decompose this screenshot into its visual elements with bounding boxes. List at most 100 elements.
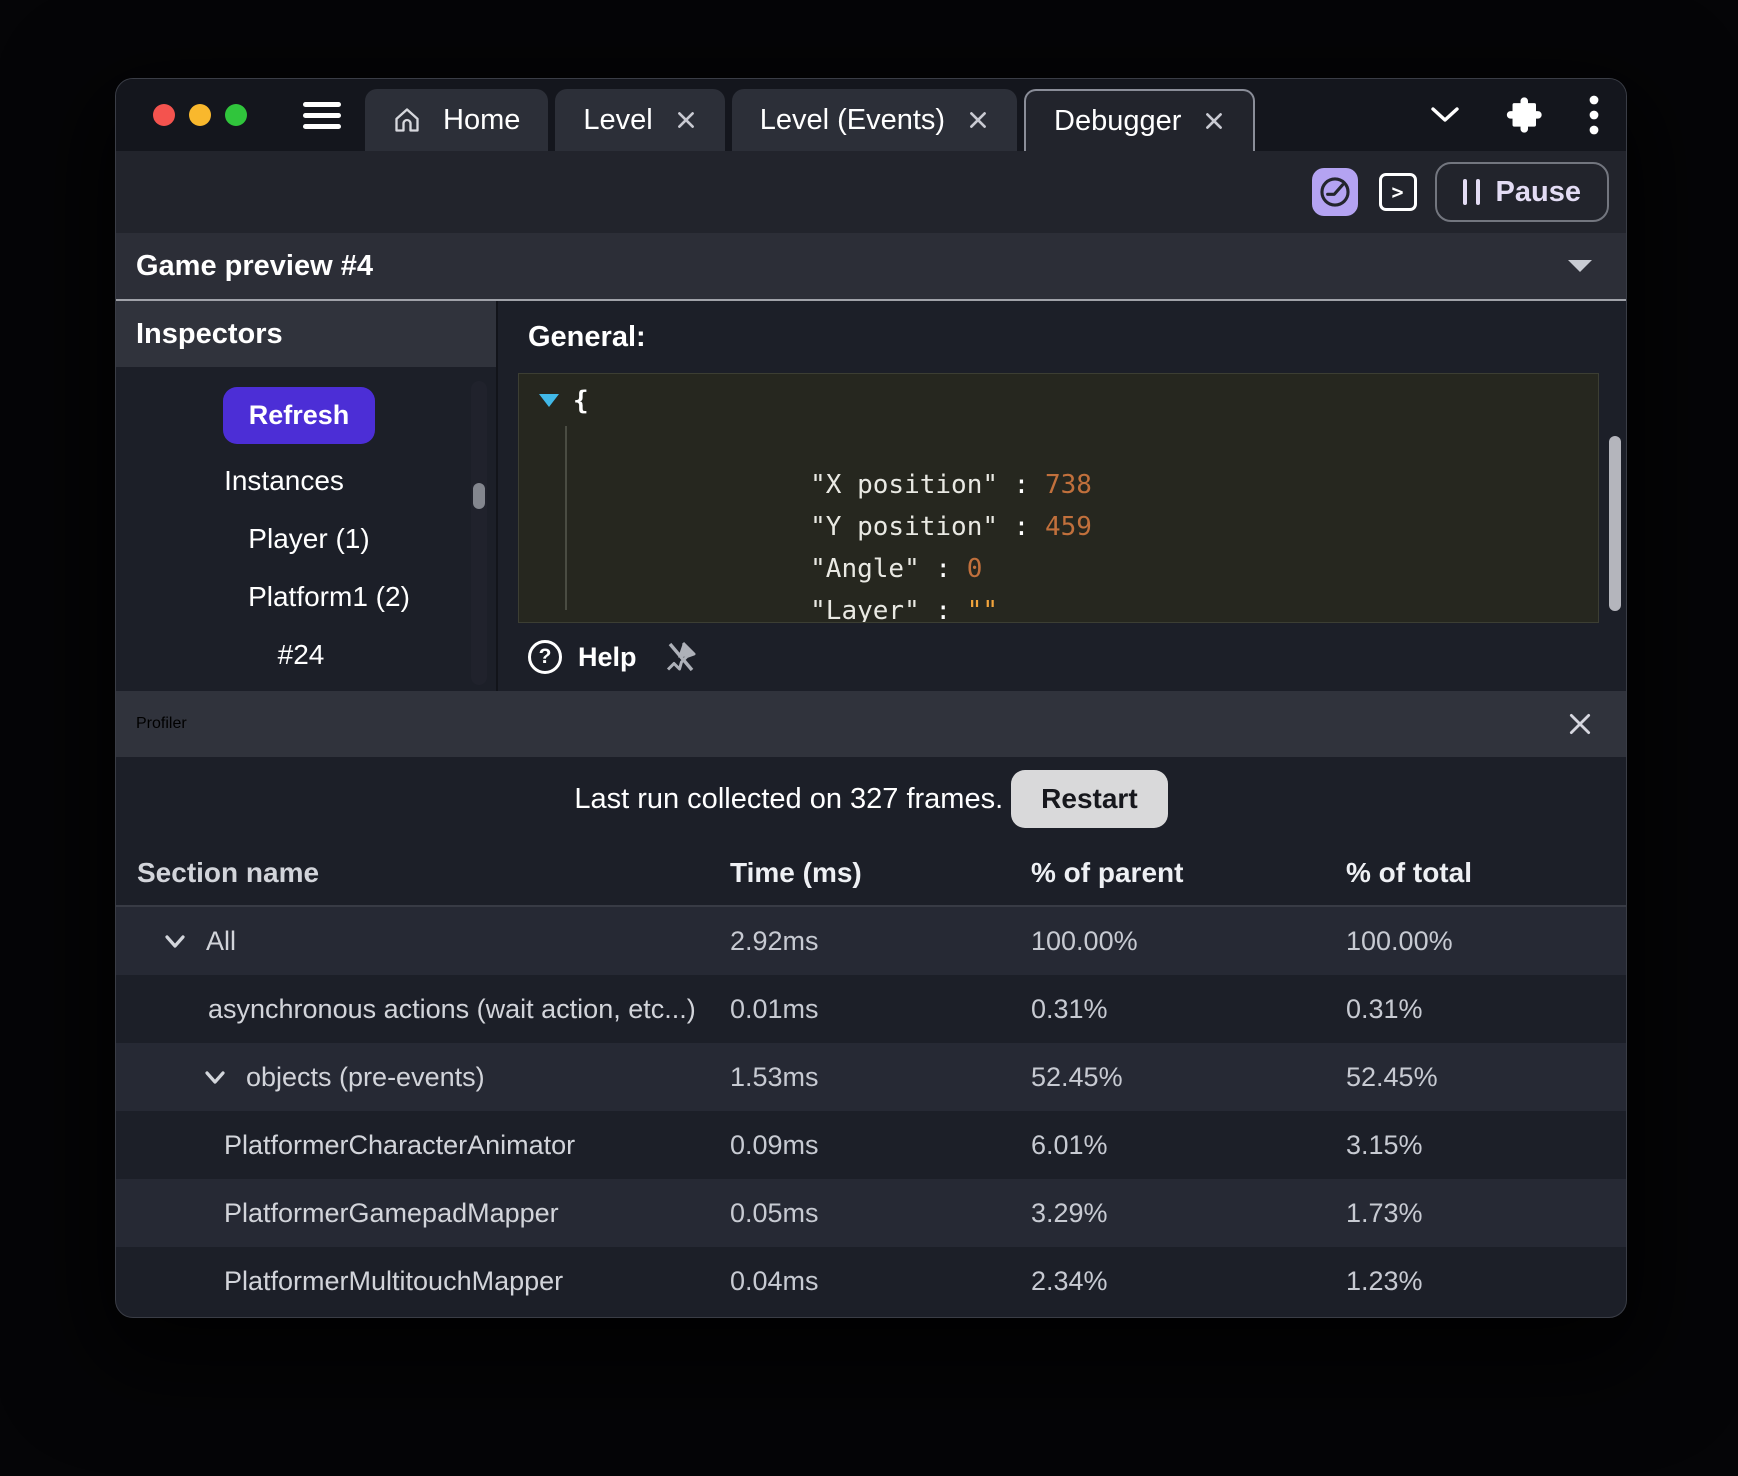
tab[interactable]: Level — [555, 89, 725, 151]
tree-item-label: Player (1) — [248, 523, 370, 554]
general-footer: ? Help — [498, 623, 1626, 691]
json-value: "" — [966, 596, 999, 623]
general-section-title: General: — [528, 320, 646, 353]
help-button[interactable]: ? Help — [528, 640, 637, 674]
section-percent-total: 52.45% — [1346, 1061, 1438, 1092]
inspectors-scrollbar-track[interactable] — [471, 381, 487, 685]
general-scrollbar-thumb[interactable] — [1609, 436, 1621, 611]
json-property-line[interactable]: "Y position" : 459 — [539, 464, 1598, 542]
home-icon — [393, 106, 421, 134]
help-label: Help — [578, 641, 637, 672]
json-property-line[interactable]: "Angle" : 0 — [539, 506, 1598, 584]
tree-item[interactable]: Player (1) — [248, 510, 369, 568]
section-time: 2.92ms — [730, 925, 819, 956]
section-time: 1.53ms — [730, 1061, 819, 1092]
json-key: "Angle" — [810, 554, 920, 584]
debugger-toolbar: > Pause — [116, 151, 1626, 233]
json-entries: "X position" : 738 "Y position" : 459 "A… — [539, 422, 1598, 622]
tree-item[interactable]: Platform1 (2) — [248, 568, 410, 626]
restart-button[interactable]: Restart — [1011, 770, 1168, 828]
json-colon: : — [998, 470, 1045, 500]
general-panel: General: { "X position" : 738 — [498, 301, 1626, 691]
chevron-down-icon[interactable] — [1430, 106, 1460, 124]
section-percent-parent: 6.01% — [1031, 1129, 1108, 1160]
section-percent-parent: 3.29% — [1031, 1197, 1108, 1228]
collapse-triangle-icon[interactable] — [539, 394, 559, 408]
refresh-button[interactable]: Refresh — [222, 387, 376, 444]
profiler-status-row: Last run collected on 327 frames. Restar… — [116, 757, 1626, 841]
section-name: PlatformerMultitouchMapper — [224, 1265, 564, 1296]
column-header-time: Time (ms) — [730, 857, 862, 888]
tab-close-icon[interactable] — [967, 109, 989, 131]
console-button[interactable]: > — [1378, 173, 1417, 211]
section-name: PlatformerGamepadMapper — [224, 1197, 559, 1228]
inspectors-tree: Refresh Instances Player (1) Platform1 (… — [116, 367, 496, 684]
maximize-window-button[interactable] — [225, 104, 247, 126]
table-row[interactable]: PlatformerGamepadMapper 0.05ms 3.29% 1.7… — [116, 1179, 1626, 1247]
kebab-menu-icon[interactable] — [1588, 93, 1600, 137]
tab[interactable]: Debugger — [1024, 89, 1256, 151]
section-time: 0.01ms — [730, 993, 819, 1024]
pause-button[interactable]: Pause — [1434, 162, 1609, 222]
section-percent-parent: 0.31% — [1031, 993, 1108, 1024]
section-time: 0.09ms — [730, 1129, 819, 1160]
section-percent-parent: 100.00% — [1031, 925, 1138, 956]
section-time: 0.04ms — [730, 1265, 819, 1296]
json-colon: : — [919, 554, 967, 584]
json-key: "X position" — [810, 470, 998, 500]
column-header-parent: % of parent — [1031, 857, 1184, 888]
collapse-chevron-icon[interactable] — [1567, 259, 1593, 273]
indent-guide — [565, 426, 567, 610]
json-value: 459 — [1044, 512, 1092, 542]
instance-list: Player (1) Platform1 (2) #24 — [225, 510, 410, 684]
unpin-icon[interactable] — [665, 640, 697, 674]
profiler-speed-button[interactable] — [1311, 168, 1358, 216]
json-key: "Y position" — [810, 512, 998, 542]
hamburger-menu-icon[interactable] — [303, 101, 341, 129]
section-name: All — [206, 925, 237, 956]
extensions-puzzle-icon[interactable] — [1504, 95, 1544, 135]
minimize-window-button[interactable] — [189, 104, 211, 126]
game-preview-title: Game preview #4 — [136, 249, 373, 282]
tab-close-icon[interactable] — [675, 109, 697, 131]
expand-chevron-icon[interactable] — [204, 1070, 226, 1085]
tab[interactable]: Level (Events) — [731, 89, 1018, 151]
window-controls — [116, 104, 247, 126]
debugger-split-view: Inspectors Refresh Instances Player (1) … — [116, 301, 1626, 691]
tab-close-icon[interactable] — [1203, 110, 1225, 132]
inspectors-panel: Inspectors Refresh Instances Player (1) … — [116, 301, 498, 691]
table-row[interactable]: All 2.92ms 100.00% 100.00% — [116, 907, 1626, 975]
properties-json-view: { "X position" : 738 "Y position" : 459 — [518, 373, 1599, 623]
section-time: 0.05ms — [730, 1197, 819, 1228]
json-colon: : — [919, 596, 967, 623]
pause-button-label: Pause — [1495, 175, 1581, 208]
profiler-status-text: Last run collected on 327 frames. — [574, 782, 1004, 815]
profiler-table-rows: All 2.92ms 100.00% 100.00% asynchronous … — [116, 907, 1626, 1315]
table-row[interactable]: PlatformerMultitouchMapper 0.04ms 2.34% … — [116, 1247, 1626, 1315]
tab-label: Debugger — [1054, 104, 1182, 137]
table-row[interactable]: objects (pre-events) 1.53ms 52.45% 52.45… — [116, 1043, 1626, 1111]
section-percent-total: 3.15% — [1346, 1129, 1423, 1160]
close-window-button[interactable] — [153, 104, 175, 126]
tab-label: Level — [583, 103, 653, 136]
inspectors-title: Inspectors — [136, 317, 283, 350]
tab[interactable]: Home — [365, 89, 549, 151]
inspectors-scrollbar-thumb[interactable] — [473, 483, 485, 509]
json-property-line[interactable]: "Layer" : "" — [539, 548, 1598, 622]
json-value: 738 — [1044, 470, 1092, 500]
table-row[interactable]: asynchronous actions (wait action, etc..… — [116, 975, 1626, 1043]
game-preview-header[interactable]: Game preview #4 — [116, 233, 1626, 301]
tab-label: Level (Events) — [759, 103, 946, 136]
json-property-line[interactable]: "X position" : 738 — [539, 422, 1598, 500]
expand-chevron-icon[interactable] — [164, 934, 186, 949]
tabbar-right-actions — [1430, 79, 1600, 151]
help-question-icon: ? — [528, 640, 562, 674]
close-profiler-icon[interactable] — [1567, 711, 1593, 737]
tree-item-instances[interactable]: Instances — [224, 465, 344, 496]
table-row[interactable]: PlatformerCharacterAnimator 0.09ms 6.01%… — [116, 1111, 1626, 1179]
profiler-table: Section name Time (ms) % of parent % of … — [116, 841, 1626, 1315]
column-header-total: % of total — [1346, 857, 1472, 888]
tree-item[interactable]: #24 — [278, 626, 325, 684]
section-percent-total: 1.23% — [1346, 1265, 1423, 1296]
profiler-header: Profiler — [116, 691, 1626, 757]
